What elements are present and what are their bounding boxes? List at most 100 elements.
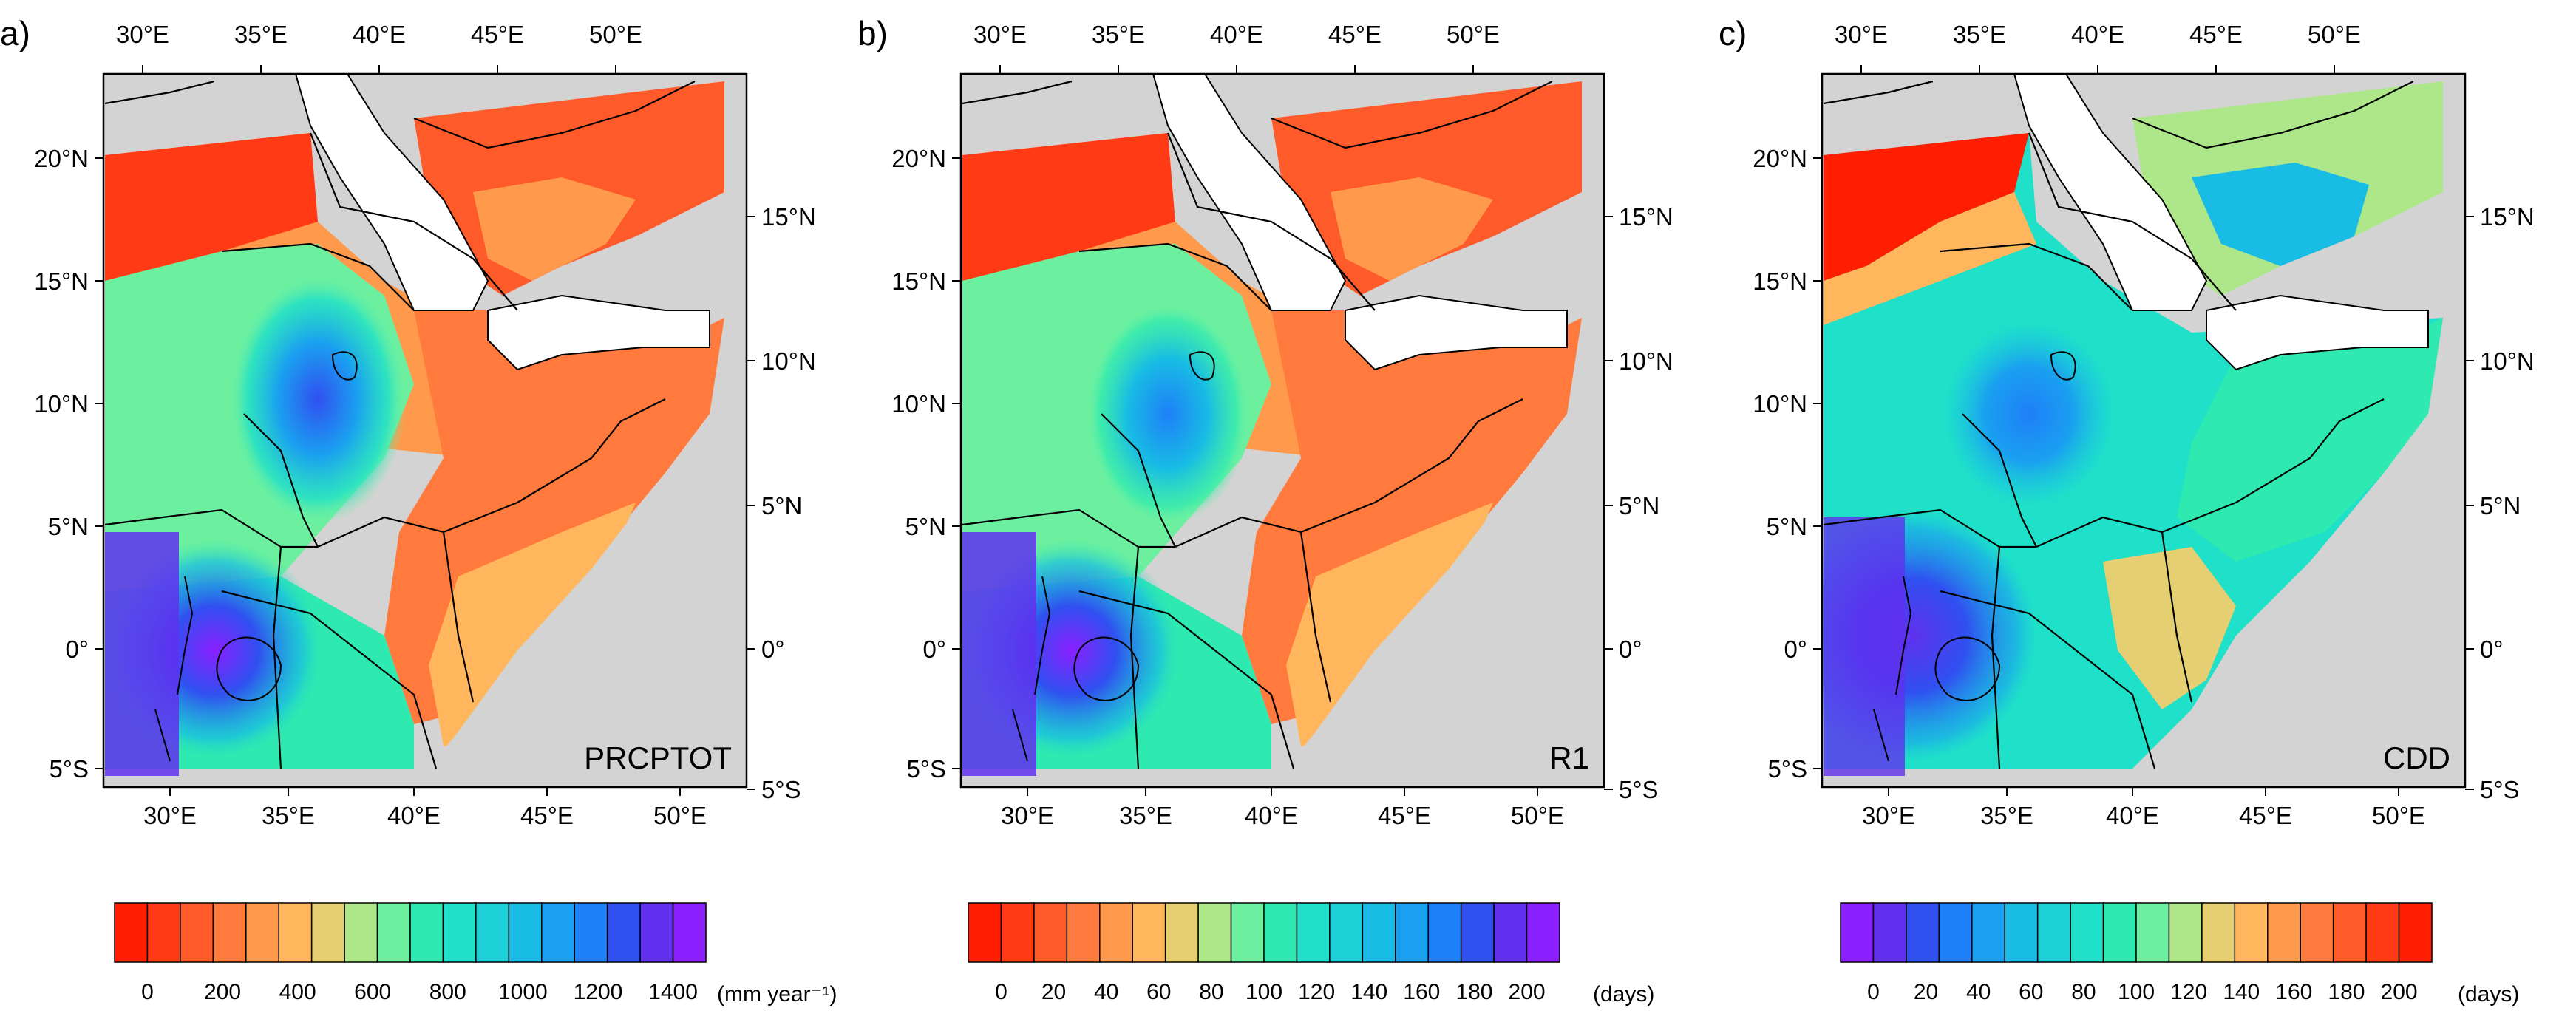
tick-label: 5°S — [2480, 776, 2520, 803]
colorbar-tick-label: 140 — [2223, 980, 2260, 1004]
gulf-of-aden — [2206, 294, 2429, 371]
colorbar-tick-label: 120 — [2170, 980, 2207, 1004]
axis-ticks — [95, 65, 755, 796]
panel-label: b) — [857, 14, 888, 52]
colorbar-bin — [606, 902, 641, 963]
tick-label: 10°N — [1619, 347, 1673, 375]
colorbar-bin — [1872, 902, 1907, 963]
panel-label: c) — [1719, 14, 1747, 52]
colorbar-bin — [1066, 902, 1101, 963]
tick-label: 15°N — [761, 203, 816, 231]
tick-label: 40°E — [2106, 802, 2159, 829]
colorbar-bin — [310, 902, 345, 963]
tick-label: 5°S — [906, 755, 946, 783]
tick-label: 30°E — [1001, 802, 1054, 829]
right-tick-labels: 15°N 10°N 5°N 0° 5°S — [1619, 203, 1673, 803]
left-tick-labels: 20°N 15°N 10°N 5°N 0° 5°S — [1753, 145, 1807, 783]
tick-label: 50°E — [1511, 802, 1564, 829]
tick-label: 35°E — [1119, 802, 1172, 829]
country-borders — [104, 80, 696, 769]
colorbar-bin — [146, 902, 181, 963]
colorbar-bin — [1000, 902, 1035, 963]
colorbar-bin — [541, 902, 575, 963]
tick-label: 40°E — [1210, 21, 1263, 48]
tick-label: 20°N — [891, 145, 946, 172]
tick-label: 5°N — [1619, 492, 1659, 520]
tick-label: 30°E — [973, 21, 1027, 48]
colorbar-tick-label: 0 — [141, 980, 154, 1004]
field-sudan-north — [105, 133, 318, 281]
field-arabia-inner — [1331, 177, 1493, 281]
gulf-of-aden — [1345, 294, 1568, 371]
panel-a: a) — [0, 0, 857, 1025]
colorbar-bin — [1395, 902, 1429, 963]
colorbar-bin — [1099, 902, 1133, 963]
colorbar-bin — [639, 902, 674, 963]
colorbar-tick-label: 1000 — [498, 980, 548, 1004]
colorbar-bin — [508, 902, 543, 963]
tick-label: 5°S — [761, 776, 801, 803]
colorbar-units: (mm year⁻¹) — [717, 982, 837, 1007]
colorbar-bin — [1840, 902, 1875, 963]
field-horn-east — [2177, 318, 2443, 562]
tick-label: 40°E — [1245, 802, 1298, 829]
tick-label: 15°N — [1753, 268, 1807, 295]
colorbar-bin — [2398, 902, 2433, 963]
colorbar-tick-label: 180 — [1455, 980, 1492, 1004]
colorbar-bin — [1460, 902, 1495, 963]
tick-label: 45°E — [471, 21, 524, 48]
tick-label: 5°N — [905, 513, 946, 540]
tick-label: 5°N — [1767, 513, 1807, 540]
colorbar-tick-label: 160 — [1403, 980, 1440, 1004]
tick-label: 45°E — [2239, 802, 2292, 829]
colorbar-bin — [2365, 902, 2400, 963]
colorbar-bin — [1906, 902, 1940, 963]
red-sea — [2013, 74, 2208, 311]
left-tick-labels: 20°N 15°N 10°N 5°N 0° 5°S — [891, 145, 946, 783]
colorbar-bin — [2036, 902, 2071, 963]
tick-label: 10°N — [34, 390, 89, 418]
index-name: CDD — [2383, 740, 2450, 775]
bottom-tick-labels: 30°E 35°E 40°E 45°E 50°E — [143, 802, 707, 829]
colorbar-bin — [1296, 902, 1331, 963]
bottom-tick-labels: 30°E 35°E 40°E 45°E 50°E — [1862, 802, 2425, 829]
panel-label: a) — [0, 14, 30, 52]
tick-label: 50°E — [653, 802, 707, 829]
colorbar-bin — [968, 902, 1002, 963]
colorbar-bin — [2102, 902, 2137, 963]
tick-label: 0° — [2480, 636, 2504, 663]
colorbar-bin — [278, 902, 313, 963]
colorbar-tick-label: 800 — [429, 980, 466, 1004]
colorbar-tick-label: 200 — [1509, 980, 1546, 1004]
colorbar-tick-label: 60 — [1146, 980, 1171, 1004]
tick-label: 30°E — [116, 21, 169, 48]
tick-label: 35°E — [1980, 802, 2033, 829]
tick-label: 35°E — [262, 802, 315, 829]
colorbar-tick-label: 120 — [1298, 980, 1335, 1004]
wet-ethiopia — [1940, 318, 2118, 510]
gulf-of-aden — [487, 294, 710, 371]
right-tick-labels: 15°N 10°N 5°N 0° 5°S — [761, 203, 816, 803]
colorbar-tick-label: 1200 — [574, 980, 623, 1004]
map-figure: 30°E 35°E 40°E 45°E 50°E 30°E 35°E 40°E … — [891, 21, 1673, 1007]
colorbar-tick-label: 400 — [279, 980, 316, 1004]
colorbar-bin — [114, 902, 149, 963]
colorbar-bin — [1971, 902, 2005, 963]
colorbar-bin — [1362, 902, 1396, 963]
index-name: PRCPTOT — [584, 740, 732, 775]
wet-west — [1824, 517, 1905, 776]
tick-label: 35°E — [1092, 21, 1145, 48]
colorbar-tick-label: 0 — [995, 980, 1007, 1004]
colorbar-bin — [1427, 902, 1462, 963]
country-borders — [1823, 80, 2414, 769]
top-tick-labels: 30°E 35°E 40°E 45°E 50°E — [1835, 21, 2361, 48]
indian-ocean — [2132, 347, 2464, 787]
colorbar: 0 20 40 60 80 100 120 140 160 180 200 — [1840, 902, 2433, 1004]
tick-label: 30°E — [1835, 21, 1888, 48]
colorbar-units: (days) — [2458, 982, 2519, 1007]
tick-label: 10°N — [2480, 347, 2535, 375]
colorbar-tick-label: 20 — [1041, 980, 1066, 1004]
tick-label: 10°N — [761, 347, 816, 375]
colorbar-bin — [1033, 902, 1068, 963]
axis-ticks — [952, 65, 1613, 796]
